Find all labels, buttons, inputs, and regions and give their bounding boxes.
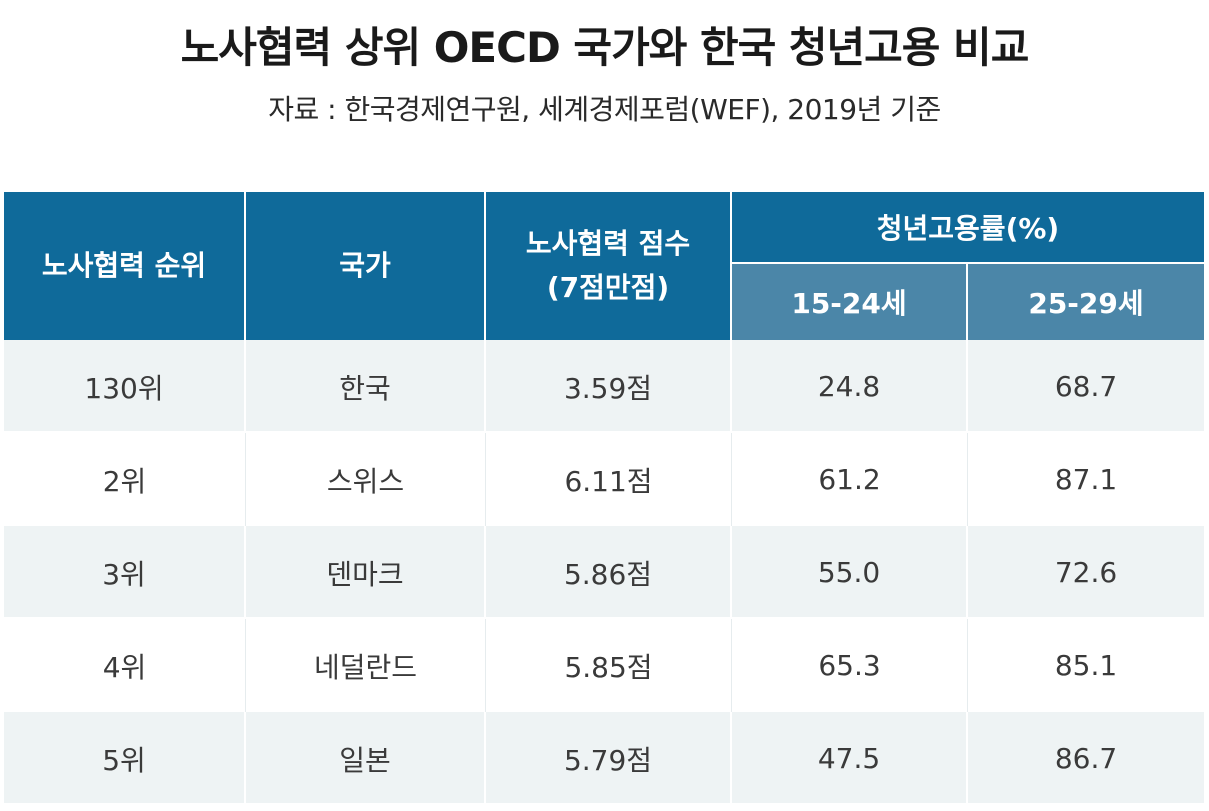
source-note: 자료 : 한국경제연구원, 세계경제포럼(WEF), 2019년 기준 [268,93,941,126]
score-cell: 3.59점 [486,340,732,433]
country-cell: 네덜란드 [246,619,486,712]
rate-25-29-cell: 87.1 [1054,463,1118,496]
header-rank: 노사협력 순위 [4,192,246,340]
rate-15-24-cell: 61.2 [732,433,968,526]
rank-cell: 2위 [4,433,246,526]
country-cell: 한국 [246,340,486,433]
rate-15-24-cell: 24.8 [732,340,968,433]
header-score: 노사협력 점수 (7점만점) [486,192,732,340]
rank-cell: 3위 [4,526,246,619]
rate-15-24-cell: 55.0 [732,526,968,619]
table-row: 2위 스위스 6.11점 61.2 87.1 [4,433,1204,526]
rate-25-29-cell: 85.1 [1054,649,1118,682]
score-cell: 5.79점 [486,712,732,805]
page-title: 노사협력 상위 OECD 국가와 한국 청년고용 비교 [180,23,1030,72]
table-row: 130위 한국 3.59점 24.8 68.7 [4,340,1204,433]
header-country: 국가 [246,192,486,340]
score-cell: 6.11점 [486,433,732,526]
rate-25-29-cell: 72.6 [1054,556,1118,589]
header-score-line1: 노사협력 점수 [525,227,691,260]
rate-15-24-cell: 65.3 [732,619,968,712]
table-row: 4위 네덜란드 5.85점 65.3 85.1 [4,619,1204,712]
header-score-line2: (7점만점) [546,271,670,304]
country-cell: 일본 [246,712,486,805]
table-row: 3위 덴마크 5.86점 55.0 72.6 [4,526,1204,619]
rate-25-29-cell: 86.7 [1054,742,1118,775]
table-row: 5위 일본 5.79점 47.5 86.7 [4,712,1204,805]
rate-15-24-cell: 47.5 [732,712,968,805]
score-cell: 5.85점 [486,619,732,712]
country-cell: 스위스 [246,433,486,526]
rank-cell: 4위 [4,619,246,712]
header-age-25-29: 25-29세 [968,264,1204,340]
rank-cell: 5위 [4,712,246,805]
header-employment-group: 청년고용률(%) [732,192,1204,264]
header-age-15-24: 15-24세 [732,264,968,340]
rate-25-29-cell: 68.7 [1054,370,1118,403]
rank-cell: 130위 [4,340,246,433]
country-cell: 덴마크 [246,526,486,619]
score-cell: 5.86점 [486,526,732,619]
